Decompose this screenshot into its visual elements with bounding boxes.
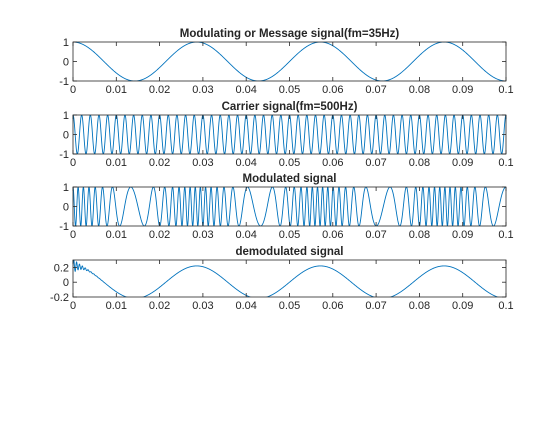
x-tick-label: 0.09 xyxy=(452,229,473,241)
subplot-title: demodulated signal xyxy=(236,246,344,258)
x-tick-label: 0.01 xyxy=(106,300,127,312)
y-tick-label: 1 xyxy=(63,37,69,49)
x-tick-label: 0.03 xyxy=(192,300,213,312)
y-tick-label: -1 xyxy=(59,221,69,233)
y-tick-label: 1 xyxy=(63,110,69,122)
x-tick-label: 0.09 xyxy=(452,300,473,312)
subplot-title: Carrier signal(fm=500Hz) xyxy=(222,101,358,113)
x-tick-label: 0.05 xyxy=(279,84,300,96)
x-tick-label: 0.1 xyxy=(498,157,513,169)
x-tick-label: 0.01 xyxy=(106,157,127,169)
x-tick-label: 0.02 xyxy=(149,157,170,169)
series-line xyxy=(73,42,506,81)
subplot-title: Modulating or Message signal(fm=35Hz) xyxy=(180,28,400,40)
y-tick-label: 0.2 xyxy=(54,262,69,274)
x-tick-label: 0.06 xyxy=(322,84,343,96)
x-tick-label: 0.09 xyxy=(452,157,473,169)
x-tick-label: 0.06 xyxy=(322,157,343,169)
x-tick-label: 0.05 xyxy=(279,229,300,241)
x-tick-label: 0.08 xyxy=(409,300,430,312)
y-tick-label: 1 xyxy=(63,182,69,194)
y-tick-label: 0 xyxy=(63,277,69,289)
x-tick-label: 0.08 xyxy=(409,157,430,169)
subplot-title: Modulated signal xyxy=(243,173,337,185)
y-tick-label: -1 xyxy=(59,149,69,161)
x-tick-label: 0.03 xyxy=(192,157,213,169)
x-tick-label: 0.07 xyxy=(365,300,386,312)
plot-area xyxy=(73,115,506,154)
x-tick-label: 0.1 xyxy=(498,300,513,312)
y-tick-label: 0 xyxy=(63,202,69,214)
x-tick-label: 0 xyxy=(70,229,76,241)
x-tick-label: 0.04 xyxy=(235,84,256,96)
subplot-2: 0 0.01 0.02 0.03 0.04 0.05 0.06 0.07 0.08 0.09 0.1… xyxy=(59,101,513,169)
series-line xyxy=(73,115,506,154)
subplot-1: 0 0.01 0.02 0.03 0.04 0.05 0.06 0.07 0.08 0.09 0.1… xyxy=(59,28,513,96)
subplot-3: 0 0.01 0.02 0.03 0.04 0.05 0.06 0.07 0.08 0.09 0.1… xyxy=(59,173,513,241)
x-tick-label: 0.01 xyxy=(106,229,127,241)
x-tick-label: 0.06 xyxy=(322,229,343,241)
subplot-4: 0 0.01 0.02 0.03 0.04 0.05 0.06 0.07 0.08 0.09 0.1… xyxy=(50,246,514,312)
x-tick-label: 0.07 xyxy=(365,84,386,96)
x-tick-label: 0.07 xyxy=(365,229,386,241)
x-tick-label: 0.04 xyxy=(235,300,256,312)
x-tick-label: 0.05 xyxy=(279,157,300,169)
x-tick-label: 0.04 xyxy=(235,157,256,169)
x-tick-label: 0.03 xyxy=(192,229,213,241)
x-tick-label: 0.02 xyxy=(149,229,170,241)
x-tick-label: 0.09 xyxy=(452,84,473,96)
y-tick-label: 0 xyxy=(63,57,69,69)
x-tick-label: 0.06 xyxy=(322,300,343,312)
x-tick-label: 0.01 xyxy=(106,84,127,96)
x-tick-label: 0.08 xyxy=(409,229,430,241)
x-tick-label: 0.07 xyxy=(365,157,386,169)
plot-area xyxy=(73,260,506,297)
series-line xyxy=(73,260,500,297)
x-tick-label: 0.04 xyxy=(235,229,256,241)
x-tick-label: 0.03 xyxy=(192,84,213,96)
x-tick-label: 0 xyxy=(70,84,76,96)
y-tick-label: 0 xyxy=(63,130,69,142)
x-tick-label: 0.05 xyxy=(279,300,300,312)
x-tick-label: 0.02 xyxy=(149,300,170,312)
x-tick-label: 0.1 xyxy=(498,84,513,96)
x-tick-label: 0 xyxy=(70,157,76,169)
x-tick-label: 0 xyxy=(70,300,76,312)
x-tick-label: 0.02 xyxy=(149,84,170,96)
y-tick-label: -0.2 xyxy=(50,292,69,304)
x-tick-label: 0.08 xyxy=(409,84,430,96)
y-tick-label: -1 xyxy=(59,76,69,88)
x-tick-label: 0.1 xyxy=(498,229,513,241)
